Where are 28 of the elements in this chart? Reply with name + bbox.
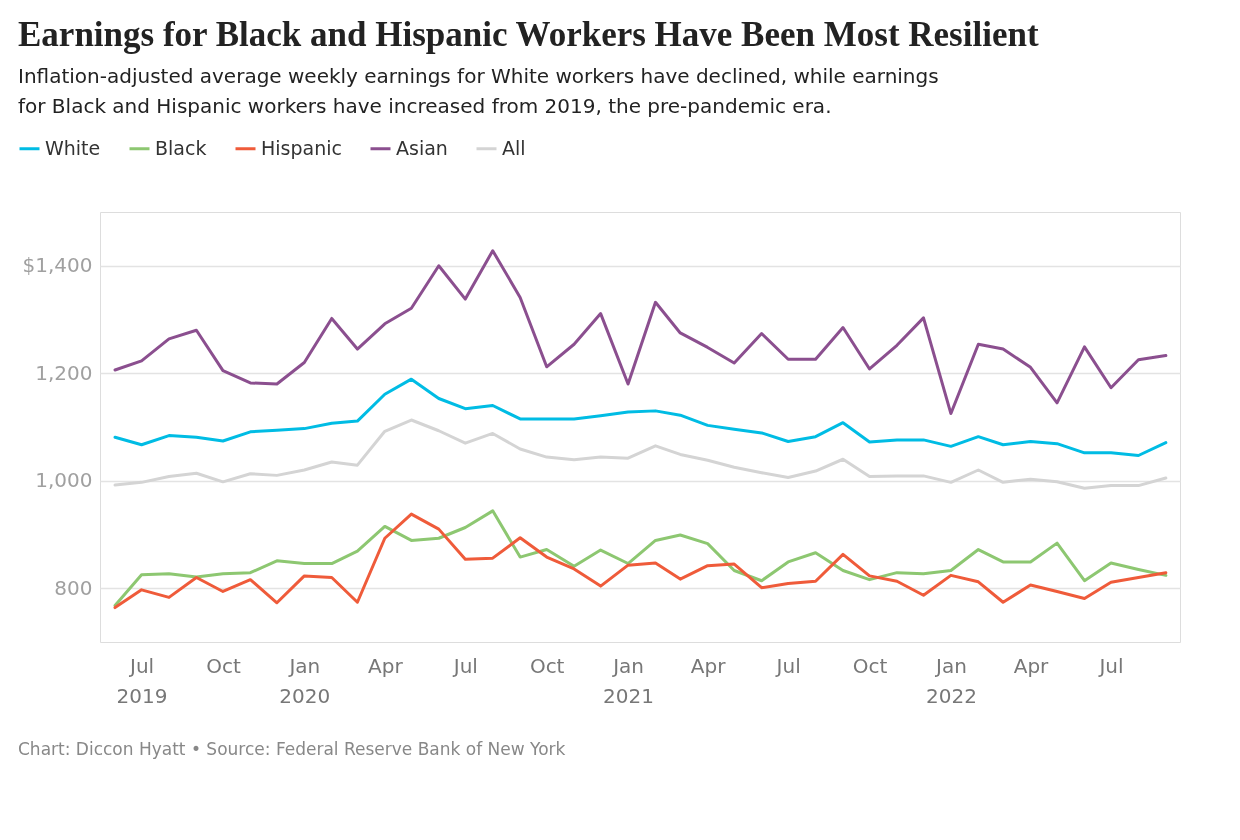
legend-label: All — [502, 136, 526, 159]
x-tick-label: Jul — [451, 653, 478, 678]
y-tick-label: 1,200 — [35, 360, 93, 385]
y-tick-label: $1,400 — [22, 253, 93, 278]
legend-label: Hispanic — [261, 136, 342, 159]
y-tick-label: 1,000 — [35, 468, 93, 493]
line-series — [113, 249, 1168, 416]
x-tick-label: Oct — [206, 653, 241, 678]
x-tick-label: Jan 2022 — [925, 653, 977, 708]
legend-label: Asian — [396, 136, 448, 159]
y-tick-label: 800 — [54, 575, 93, 600]
x-tick-label: Oct — [529, 653, 565, 678]
x-tick-label: Apr — [690, 653, 727, 678]
chart-title: Earnings for Black and Hispanic Workers Have Been Most Resilient — [18, 15, 1039, 54]
x-tick-label: Apr — [368, 653, 404, 678]
text: Chart: Diccon Hyatt • Source: Federal Reserve Bank of New York — [18, 739, 566, 759]
x-tick-label: Jul 2019 — [116, 653, 168, 708]
legend-label: Black — [155, 136, 207, 159]
line-series — [113, 377, 1168, 457]
x-tick-label: Jul — [1097, 653, 1124, 678]
x-tick-label: Apr — [1013, 653, 1050, 678]
x-tick-label: Oct — [852, 653, 888, 678]
line-series — [113, 418, 1168, 490]
legend-label: White — [45, 136, 101, 159]
x-tick-label: Jul — [774, 653, 801, 678]
chart-subtitle: Inflation-adjusted average weekly earnings for White workers have declined, while earnings for Black and Hispanic workers have increased from 2019, the pre-pandemic era. — [18, 64, 939, 118]
x-tick-label: Jan 2020 — [279, 653, 331, 708]
x-tick-label: Jan 2021 — [603, 653, 655, 708]
